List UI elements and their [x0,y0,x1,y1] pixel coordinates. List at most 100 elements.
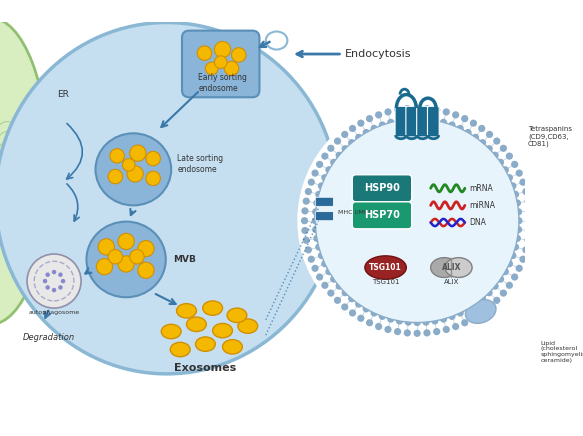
Ellipse shape [238,319,258,333]
Circle shape [506,153,513,160]
Circle shape [423,116,430,123]
Text: MVB: MVB [173,255,196,264]
Circle shape [515,208,522,215]
Ellipse shape [0,18,50,324]
Circle shape [514,235,521,242]
Circle shape [98,239,114,255]
Text: autophagosome: autophagosome [29,310,80,315]
Circle shape [45,285,50,290]
FancyBboxPatch shape [417,106,429,137]
Circle shape [375,111,382,119]
Ellipse shape [195,337,215,351]
Circle shape [413,319,421,326]
FancyBboxPatch shape [427,106,439,137]
Text: TSG101: TSG101 [369,263,402,272]
Circle shape [452,111,459,119]
Circle shape [349,125,356,132]
Circle shape [431,317,438,324]
Text: mRNA: mRNA [469,184,493,193]
Circle shape [433,328,440,335]
Circle shape [387,315,394,323]
Circle shape [215,41,231,58]
Circle shape [413,105,421,112]
Ellipse shape [431,258,458,277]
Circle shape [349,310,356,317]
Circle shape [396,117,403,124]
Text: ALIX: ALIX [444,279,459,285]
Text: Lipid
(cholesterol
sphingomyelin
ceramide): Lipid (cholesterol sphingomyelin ceramid… [540,341,583,363]
Circle shape [500,145,507,152]
Circle shape [486,289,493,296]
Text: miRNA: miRNA [469,201,496,210]
Circle shape [448,313,455,320]
Circle shape [61,279,65,283]
Circle shape [118,256,134,272]
Circle shape [96,259,113,275]
Circle shape [315,191,322,198]
Circle shape [461,115,468,122]
Circle shape [355,300,363,308]
Text: Tetraspanins
(CD9,CD63,
CD81): Tetraspanins (CD9,CD63, CD81) [528,126,572,147]
Circle shape [327,145,335,152]
Circle shape [315,119,519,323]
Circle shape [478,310,485,317]
Circle shape [465,305,472,313]
Circle shape [526,217,533,224]
Text: Degradation: Degradation [23,334,75,342]
Circle shape [511,273,518,281]
Circle shape [478,125,485,132]
Circle shape [357,119,364,127]
Circle shape [525,198,532,205]
Circle shape [321,260,328,267]
Circle shape [525,237,532,244]
Circle shape [297,101,537,341]
Circle shape [452,323,459,330]
Circle shape [308,255,315,263]
Circle shape [375,323,382,330]
Circle shape [486,131,493,138]
Circle shape [130,249,144,264]
Ellipse shape [177,303,196,318]
Circle shape [366,115,373,122]
Circle shape [506,260,513,267]
Circle shape [348,295,355,302]
Circle shape [448,122,455,129]
Circle shape [470,119,477,127]
Circle shape [413,115,421,123]
Ellipse shape [266,31,287,50]
Circle shape [465,129,472,136]
Circle shape [366,319,373,327]
Circle shape [315,243,322,251]
Circle shape [396,317,403,324]
Circle shape [355,134,363,141]
Circle shape [502,268,509,275]
Circle shape [456,310,463,317]
Circle shape [357,315,364,322]
Circle shape [52,270,57,274]
Text: HSP70: HSP70 [364,210,400,220]
Circle shape [122,159,135,171]
Circle shape [461,319,468,327]
Circle shape [52,288,57,292]
Circle shape [58,285,63,290]
Circle shape [303,237,310,244]
Circle shape [423,319,430,326]
FancyBboxPatch shape [395,106,407,137]
Circle shape [118,233,134,249]
Circle shape [387,119,394,126]
Circle shape [497,276,504,283]
Circle shape [497,159,504,166]
Circle shape [394,328,401,335]
Circle shape [197,46,212,60]
Text: ALIX: ALIX [441,263,461,272]
Circle shape [312,208,319,215]
Ellipse shape [187,317,206,331]
Circle shape [127,166,143,182]
FancyBboxPatch shape [352,175,412,202]
Text: Late sorting
endosome: Late sorting endosome [177,154,224,174]
Circle shape [342,145,349,152]
Circle shape [318,252,325,259]
Circle shape [493,137,500,145]
Circle shape [305,246,312,253]
Circle shape [491,283,498,290]
